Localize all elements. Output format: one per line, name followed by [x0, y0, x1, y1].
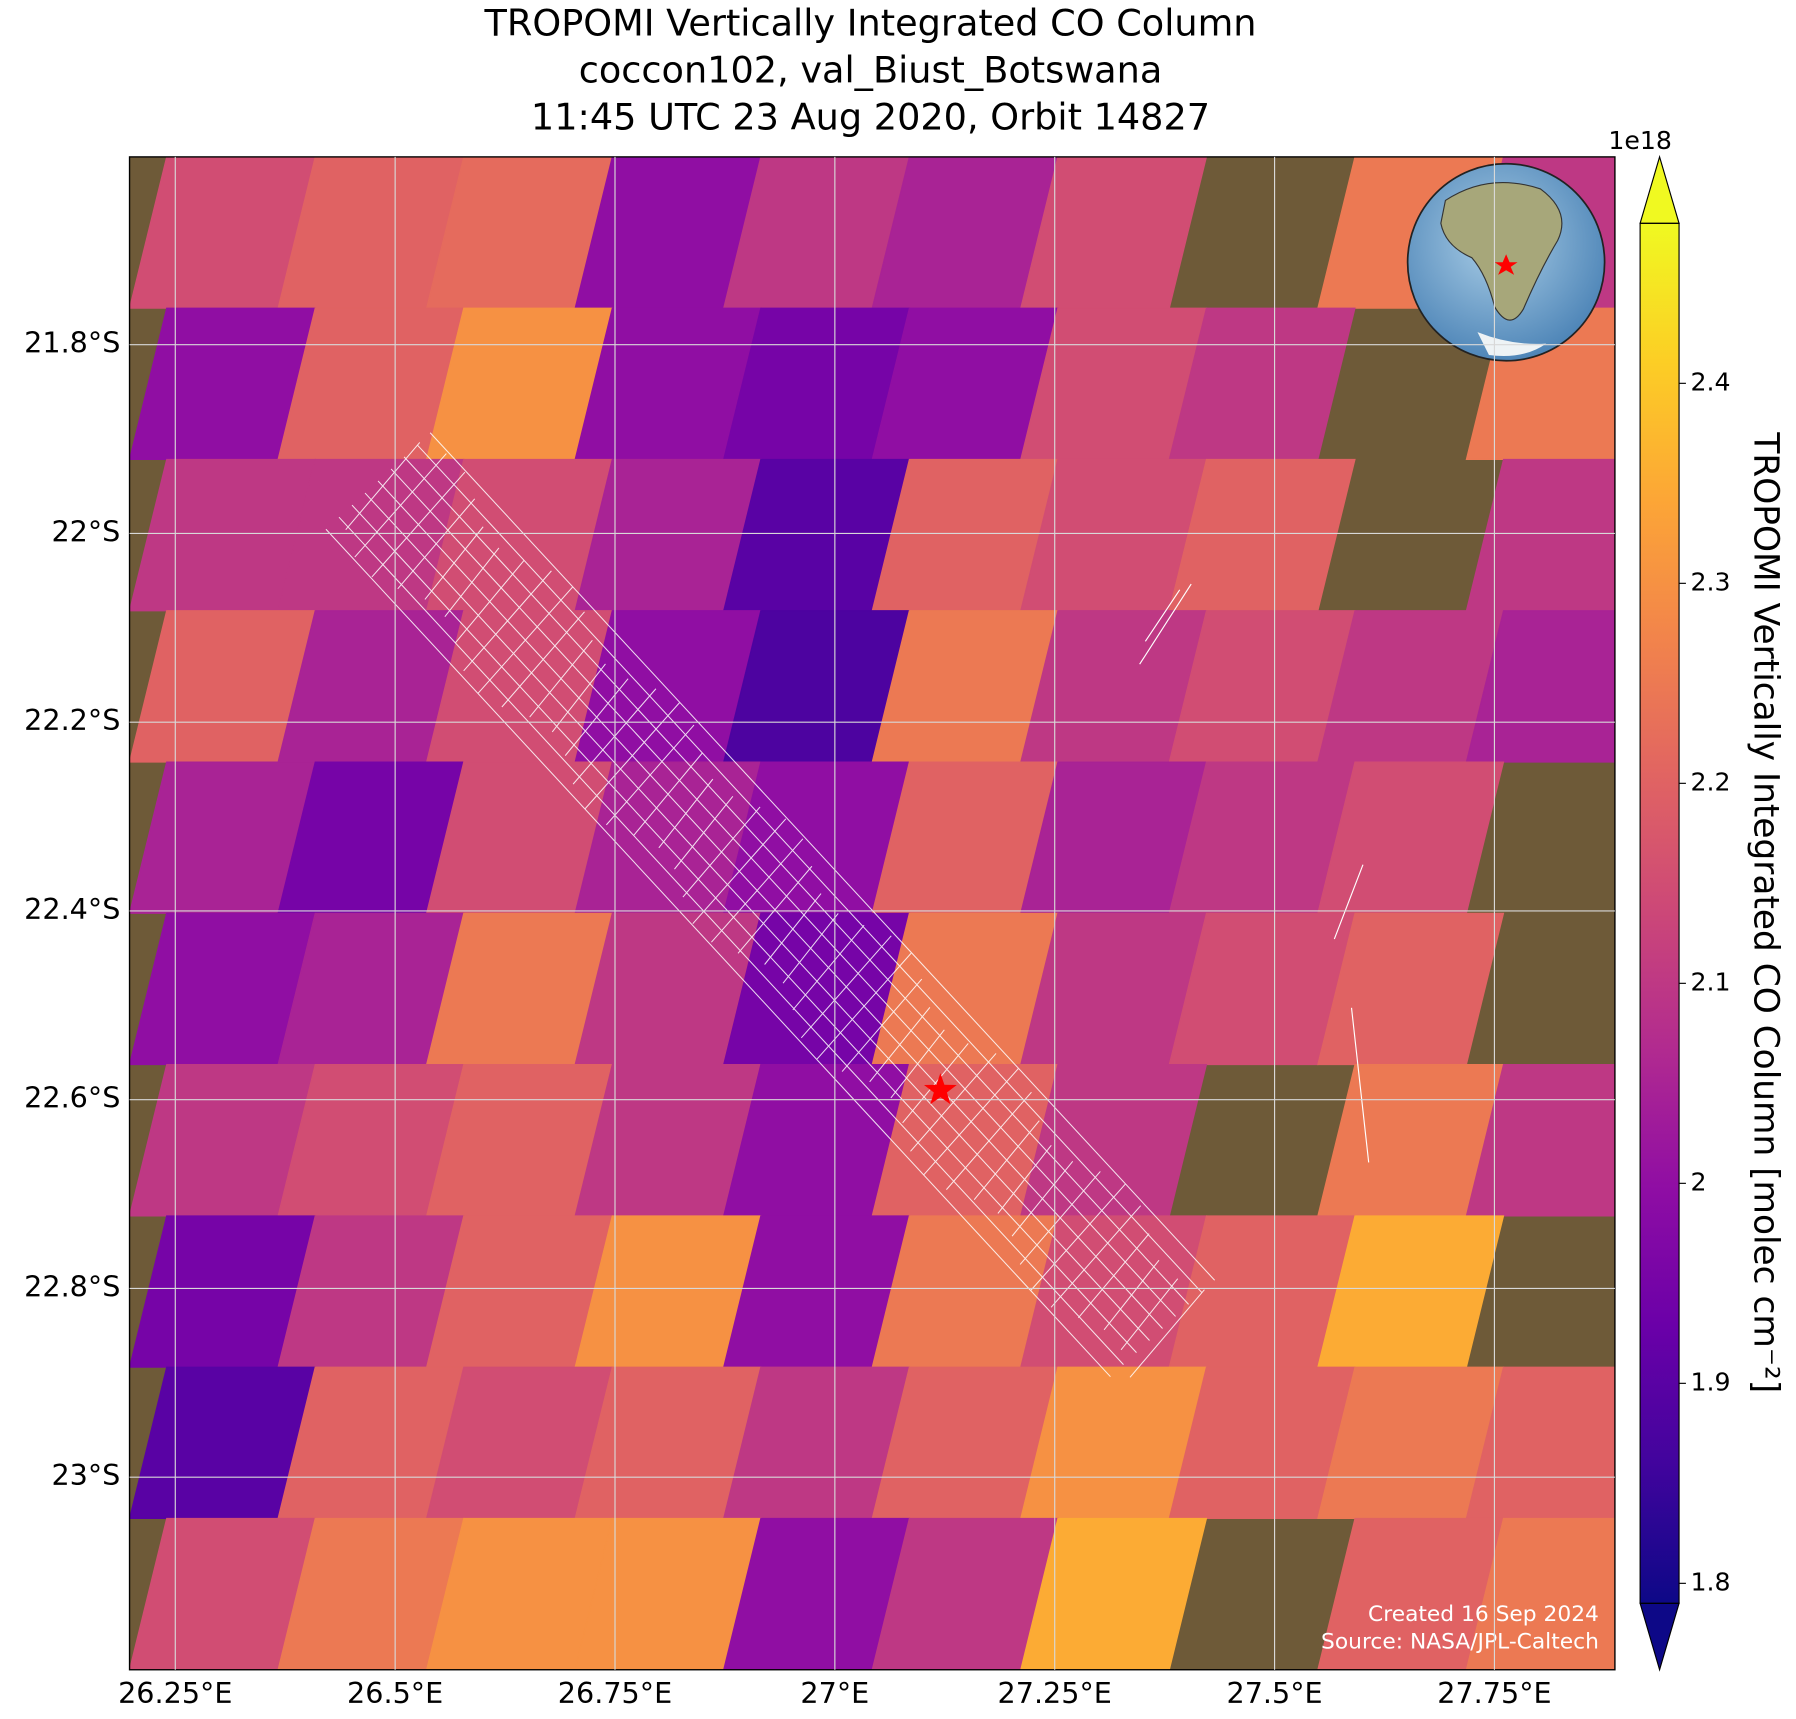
- y-tick-label: 22.8°S: [24, 1269, 120, 1303]
- footprint-mesh: [1139, 583, 1370, 1163]
- credit: Created 16 Sep 2024: [1368, 1602, 1599, 1627]
- globe-marker: [1494, 254, 1518, 275]
- colorbar-label: TROPOMI Vertically Integrated CO Column …: [1745, 431, 1785, 1393]
- colorbar-frame: [1639, 222, 1680, 1604]
- co-cell: [871, 1517, 1059, 1670]
- co-cell: [426, 1517, 614, 1670]
- colorbar-tick-label: 1.9: [1691, 1367, 1731, 1396]
- credit: Source: NASA/JPL-Caltech: [1321, 1629, 1599, 1654]
- station-marker: [923, 1073, 957, 1105]
- x-tick-label: 27.5°E: [1227, 1676, 1323, 1710]
- y-tick-label: 21.8°S: [24, 326, 120, 360]
- co-cell: [1465, 1064, 1615, 1217]
- y-tick-label: 23°S: [51, 1458, 120, 1492]
- co-cell: [129, 1517, 316, 1670]
- y-tick-label: 22°S: [51, 514, 120, 548]
- continent: [1440, 181, 1563, 321]
- colorbar-tick-label: 1.8: [1691, 1567, 1731, 1596]
- colorbar-tick-label: 2.2: [1691, 767, 1731, 796]
- y-tick-label: 22.2°S: [24, 703, 120, 737]
- y-tick-label: 22.4°S: [24, 892, 120, 926]
- globe-inset: [1406, 162, 1606, 362]
- co-cell: [1317, 1517, 1505, 1670]
- title-line: coccon102, val_Biust_Botswana: [579, 49, 1163, 92]
- x-tick-label: 27°E: [800, 1676, 869, 1710]
- co-cell: [1465, 458, 1615, 612]
- co-cell: [1465, 1517, 1615, 1670]
- y-tick-label: 22.6°S: [24, 1081, 120, 1115]
- map-frame: [128, 156, 1616, 1671]
- colorbar-tick-label: 2.4: [1691, 367, 1731, 396]
- colorbar-offset: 1e18: [1608, 126, 1672, 155]
- colorbar-tick-label: 2.3: [1691, 567, 1731, 596]
- colorbar-tick-label: 2.1: [1691, 967, 1731, 996]
- x-tick-label: 26.5°E: [347, 1676, 443, 1710]
- co-cell: [723, 1517, 911, 1670]
- x-tick-label: 26.25°E: [118, 1676, 232, 1710]
- footprints: [325, 432, 1370, 1378]
- x-tick-label: 26.75°E: [558, 1676, 672, 1710]
- co-cell: [1465, 1366, 1615, 1520]
- footprint-mesh: [325, 432, 1216, 1378]
- co-cell: [1020, 1517, 1208, 1670]
- title-line: 11:45 UTC 23 Aug 2020, Orbit 14827: [531, 96, 1210, 139]
- colorbar: [1640, 223, 1680, 1604]
- co-cell: [1465, 610, 1615, 763]
- co-cell: [574, 1517, 762, 1670]
- colorbar-extend-max: [1639, 154, 1680, 224]
- x-tick-label: 27.75°E: [1437, 1676, 1551, 1710]
- title-line: TROPOMI Vertically Integrated CO Column: [484, 2, 1257, 45]
- colorbar-extend-min: [1639, 1602, 1680, 1672]
- x-tick-label: 27.25°E: [998, 1676, 1112, 1710]
- colorbar-tick-label: 2: [1691, 1167, 1707, 1196]
- co-cell: [277, 1517, 465, 1670]
- map-area: [129, 156, 1615, 1670]
